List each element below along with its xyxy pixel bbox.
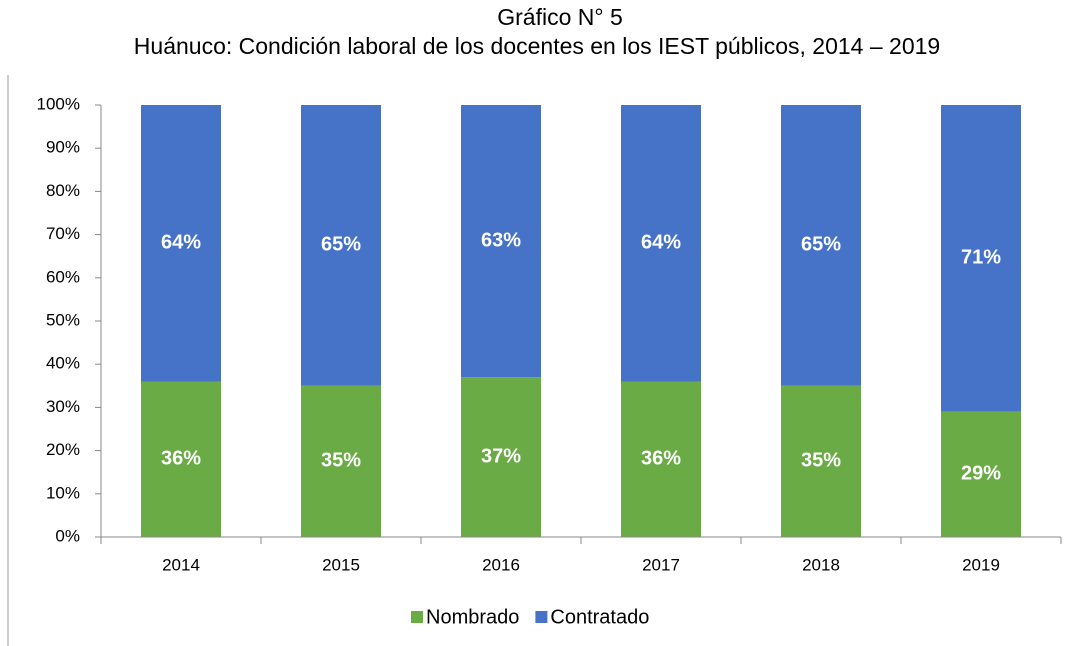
legend-label: Contratado [550, 606, 649, 628]
legend-swatch [411, 611, 423, 623]
bar-segment [621, 105, 701, 382]
bar-segment [781, 385, 861, 537]
y-tick-label: 60% [46, 267, 80, 286]
data-label: 35% [321, 450, 361, 472]
y-tick-label: 80% [46, 181, 80, 200]
y-tick-label: 40% [46, 354, 80, 373]
x-tick-label: 2018 [802, 555, 840, 574]
bar-segment [141, 105, 221, 382]
data-label: 65% [801, 234, 841, 256]
data-label: 36% [161, 448, 201, 470]
data-label: 64% [161, 232, 201, 254]
bar-segment [141, 381, 221, 537]
legend-label: Nombrado [426, 606, 519, 628]
bar-segment [301, 105, 381, 386]
data-label: 64% [641, 232, 681, 254]
x-tick-label: 2019 [962, 555, 1000, 574]
x-tick-label: 2014 [162, 555, 200, 574]
data-label: 71% [961, 247, 1001, 269]
bar-segment [461, 377, 541, 537]
chart-subtitle: Huánuco: Condición laboral de los docent… [134, 33, 940, 59]
data-label: 29% [961, 463, 1001, 485]
legend-swatch [535, 611, 548, 623]
data-label: 65% [321, 234, 361, 256]
bar-segment [781, 105, 861, 386]
y-tick-label: 30% [46, 397, 80, 416]
data-label: 36% [641, 448, 681, 470]
x-tick-label: 2016 [482, 555, 520, 574]
y-tick-label: 10% [46, 483, 80, 502]
y-tick-label: 50% [46, 310, 80, 329]
bar-segment [621, 381, 701, 537]
y-tick-label: 20% [46, 440, 80, 459]
y-tick-label: 90% [46, 138, 80, 157]
y-tick-label: 0% [55, 526, 80, 545]
data-label: 37% [481, 445, 521, 467]
y-tick-label: 100% [37, 94, 80, 113]
data-label: 63% [481, 229, 521, 251]
chart-title: Gráfico N° 5 [497, 4, 623, 30]
x-tick-label: 2017 [642, 555, 680, 574]
bar-segment [941, 105, 1021, 412]
bar-segment [461, 105, 541, 378]
bar-segment [941, 411, 1021, 537]
x-tick-label: 2015 [322, 555, 360, 574]
bar-segment [301, 385, 381, 537]
data-label: 35% [801, 450, 841, 472]
y-tick-label: 70% [46, 224, 80, 243]
